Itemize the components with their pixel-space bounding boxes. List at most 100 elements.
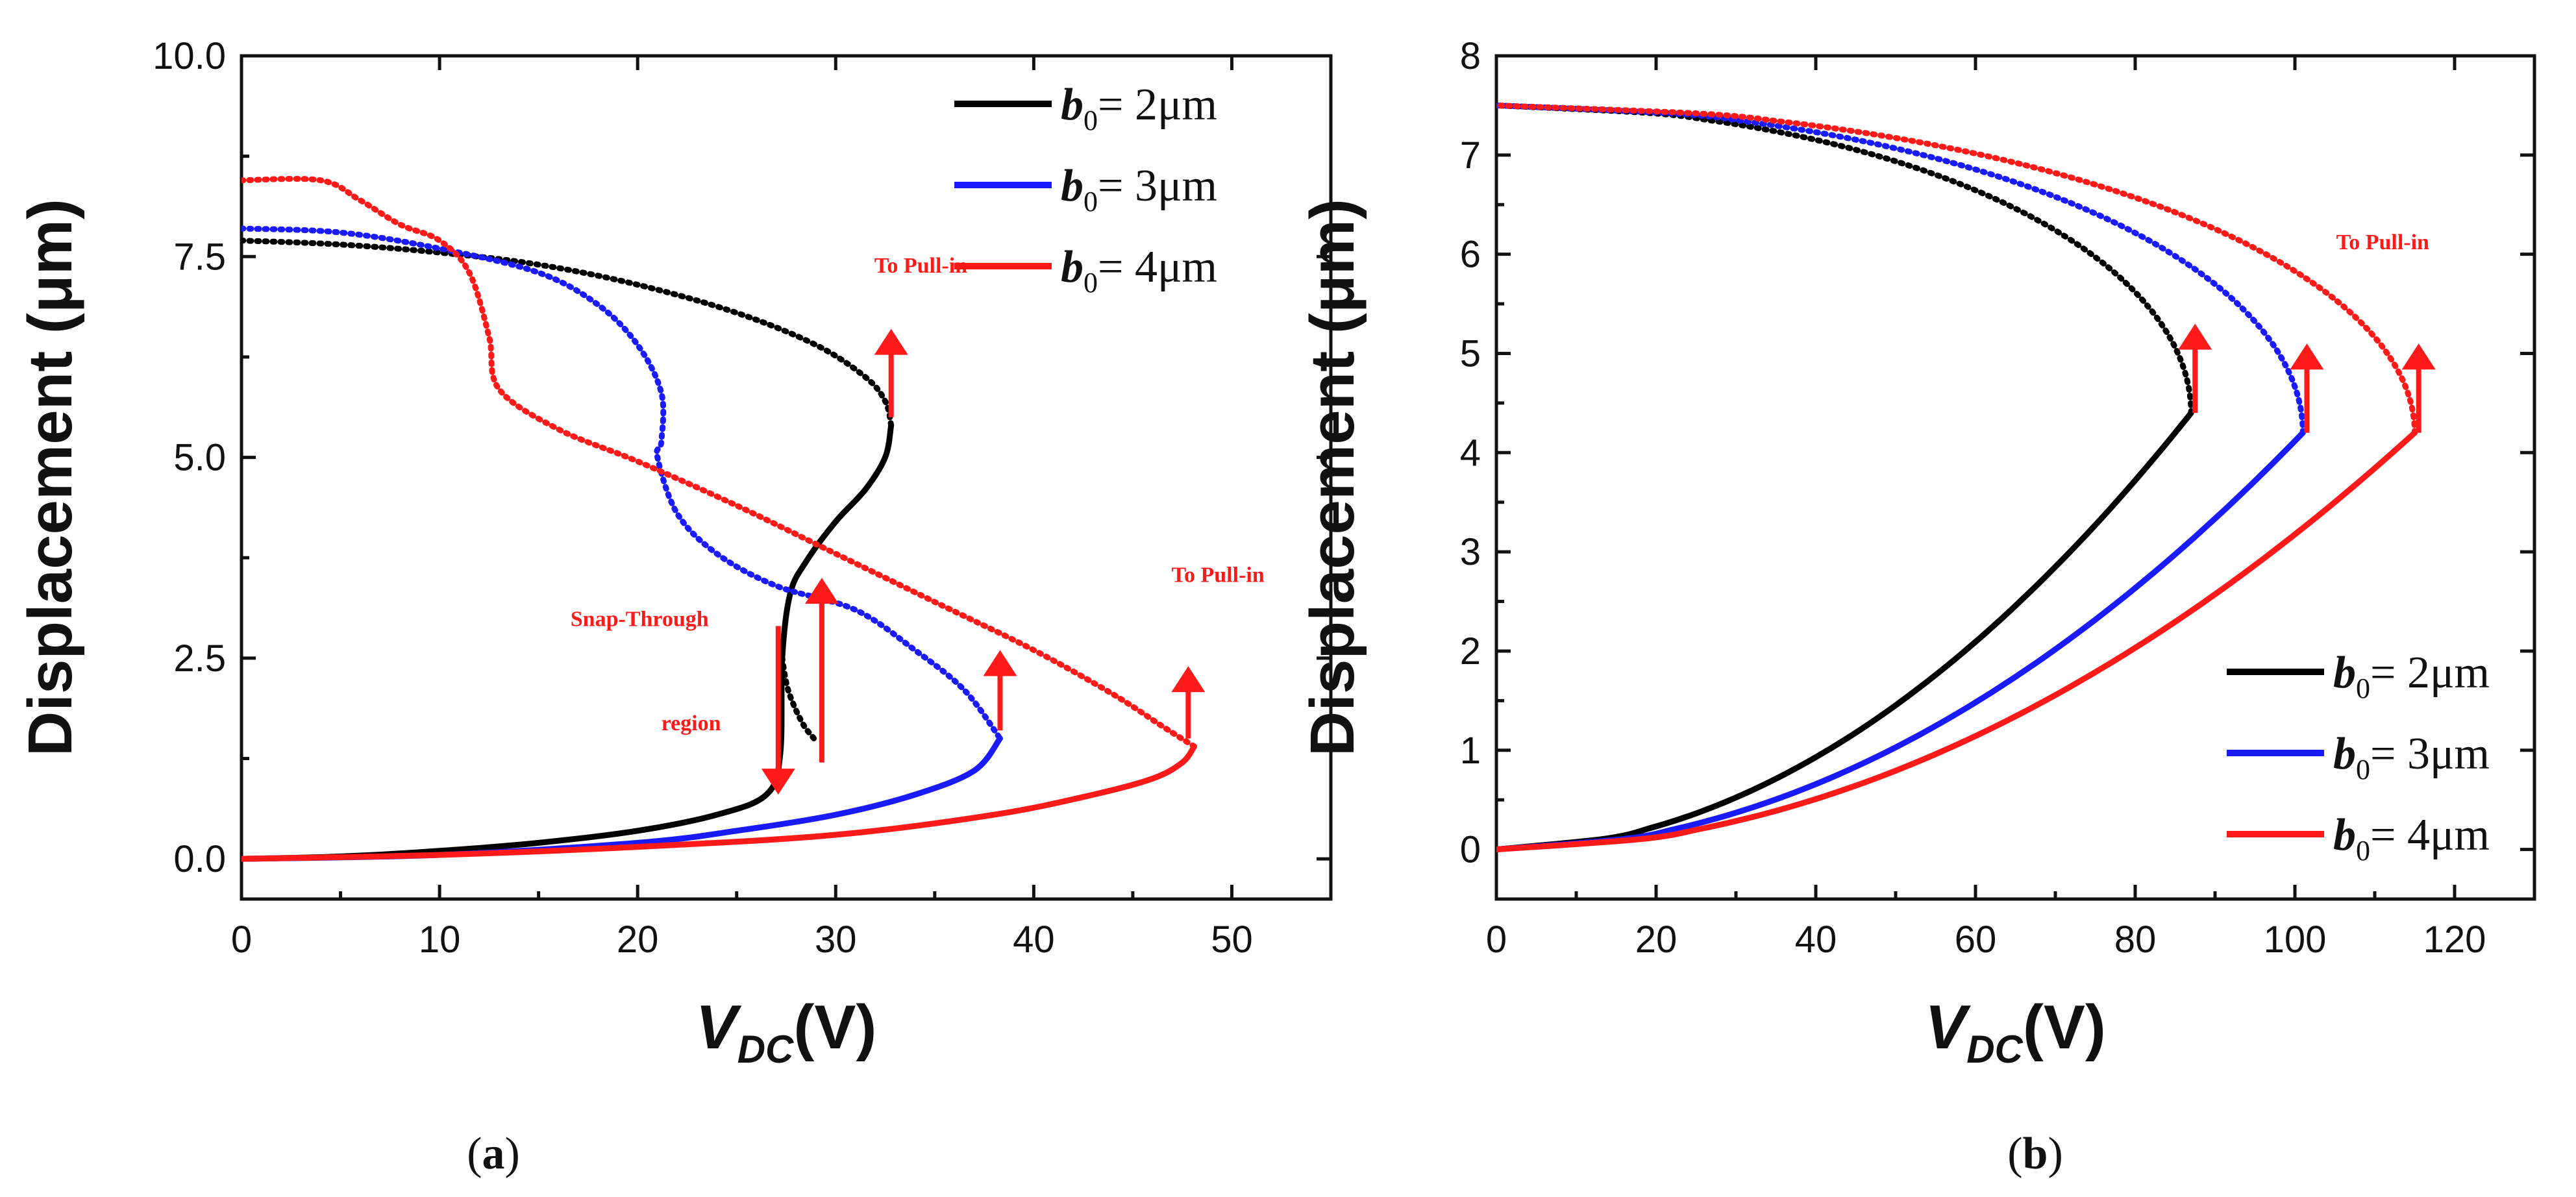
x-tick-label: 10 xyxy=(419,919,461,961)
x-tick-label: 50 xyxy=(1211,919,1253,961)
series-3-unstable-branch xyxy=(1496,102,2418,436)
panel-label-b: (b) xyxy=(2007,1129,2063,1179)
panel-label-letter: b xyxy=(2023,1129,2048,1179)
series-1-unstable-branch xyxy=(1496,102,2194,416)
chart-panel-b: 0 20 40 60 80 100 120 0 1 2 3 4 5 6 7 8 Displacement (μm… xyxy=(1298,35,2536,1071)
arrow-2-head xyxy=(761,769,795,795)
legend-label-1: b0= 2μm xyxy=(1061,80,1217,136)
x-axis-title-unit: (V) xyxy=(793,993,876,1062)
x-tick-label: 20 xyxy=(1635,919,1678,961)
annotation-2: To Pull-in xyxy=(1171,563,1264,587)
chart-panel-a: 0 10 20 30 40 50 0.0 2.5 5.0 7.5 10.0 Displacement … xyxy=(16,35,1333,1071)
y-tick-label: 0 xyxy=(1460,829,1481,871)
legend-text: = 2μm xyxy=(1098,80,1217,130)
arrow-3-head xyxy=(2401,343,2436,370)
legend-var: b xyxy=(1061,80,1084,130)
y-tick-label: 2.5 xyxy=(173,637,226,680)
annotation-1: To Pull-in xyxy=(874,254,967,278)
legend-var: b xyxy=(2333,729,2356,779)
annotation-1: To Pull-in xyxy=(2336,230,2429,254)
legend-label-1: b0= 2μm xyxy=(2333,648,2490,704)
x-tick-label: 80 xyxy=(2114,919,2157,961)
y-tick-label: 10.0 xyxy=(153,35,226,77)
panel-label-open: ( xyxy=(2007,1129,2022,1179)
legend-text: = 3μm xyxy=(2370,729,2490,779)
legend-sub: 0 xyxy=(1084,267,1098,299)
legend-text: = 3μm xyxy=(1098,161,1217,211)
x-tick-label: 0 xyxy=(1486,919,1507,961)
x-tick-label: 40 xyxy=(1013,919,1055,961)
y-axis-title: Displacement (μm) xyxy=(1298,199,1367,756)
series-2-stable-branch xyxy=(1496,430,2306,853)
y-tick-label: 3 xyxy=(1460,531,1481,573)
y-tick-label: 6 xyxy=(1460,234,1481,276)
x-tick-label: 120 xyxy=(2423,919,2486,961)
panel-label-a: (a) xyxy=(467,1129,520,1179)
series-2-unstable-branch xyxy=(1496,102,2306,436)
y-tick-label: 5 xyxy=(1460,332,1481,375)
legend-sub: 0 xyxy=(2356,754,2370,785)
x-tick-label: 30 xyxy=(815,919,857,961)
arrow-2-head xyxy=(2290,343,2324,370)
series-3-stable-branch xyxy=(242,743,1197,862)
legend-text: = 4μm xyxy=(2370,810,2490,860)
series-1-stable-branch xyxy=(1496,410,2194,853)
x-tick-label: 60 xyxy=(1955,919,1997,961)
arrow-4-head xyxy=(983,650,1017,676)
annotation-4: region xyxy=(662,711,721,735)
plot-frame xyxy=(1494,54,2536,901)
y-tick-label: 0.0 xyxy=(173,838,226,880)
legend-sub: 0 xyxy=(2356,673,2370,704)
y-tick-label: 1 xyxy=(1460,730,1481,772)
arrow-1-head xyxy=(2178,323,2212,350)
series-1-unstable-branch-lower xyxy=(779,655,817,742)
panel-label-close: ) xyxy=(505,1129,520,1179)
legend-label-2: b0= 3μm xyxy=(1061,161,1217,217)
series-1-stable-branch xyxy=(242,422,895,862)
x-axis-title-unit: (V) xyxy=(2023,993,2106,1062)
x-axis-title: VDC(V) xyxy=(1925,993,2106,1071)
series-2-unstable-branch xyxy=(242,225,1003,742)
x-axis-title-sub: DC xyxy=(1966,1028,2024,1071)
legend-label-3: b0= 4μm xyxy=(2333,810,2490,867)
series-2-stable-branch xyxy=(242,735,1003,862)
arrow-5-head xyxy=(1171,666,1206,693)
y-tick-label: 7 xyxy=(1460,134,1481,177)
legend-label-2: b0= 3μm xyxy=(2333,729,2490,785)
y-tick-label: 4 xyxy=(1460,432,1481,474)
panel-label-open: ( xyxy=(467,1129,482,1179)
legend-var: b xyxy=(2333,648,2356,698)
legend-sub: 0 xyxy=(1084,186,1098,217)
y-tick-label: 8 xyxy=(1460,35,1481,77)
y-tick-label: 5.0 xyxy=(173,437,226,479)
legend-label-3: b0= 4μm xyxy=(1061,242,1217,299)
y-tick-label: 2 xyxy=(1460,630,1481,673)
plot-series xyxy=(1496,102,2418,853)
panel-label-close: ) xyxy=(2048,1129,2062,1179)
legend-var: b xyxy=(1061,242,1084,292)
annotation-3: Snap-Through xyxy=(571,607,709,631)
legend-var: b xyxy=(1061,161,1084,211)
legend-var: b xyxy=(2333,810,2356,860)
x-axis-title-var: V xyxy=(696,993,742,1062)
arrow-1-head xyxy=(874,328,908,355)
arrow-3-head xyxy=(804,578,839,604)
x-axis-title: VDC(V) xyxy=(696,993,877,1071)
series-3-stable-branch xyxy=(1496,430,2418,853)
y-tick-label: 7.5 xyxy=(173,236,226,278)
plot-series xyxy=(242,175,1197,862)
legend-text: = 2μm xyxy=(2370,648,2490,698)
legend-sub: 0 xyxy=(1084,105,1098,136)
x-tick-label: 100 xyxy=(2264,919,2327,961)
x-tick-label: 20 xyxy=(617,919,659,961)
legend-text: = 4μm xyxy=(1098,242,1217,292)
plot-frame xyxy=(240,54,1333,901)
series-3-unstable-branch xyxy=(242,175,1197,750)
x-tick-label: 40 xyxy=(1795,919,1837,961)
y-axis-title: Displacement (μm) xyxy=(16,199,85,756)
legend-sub: 0 xyxy=(2356,835,2370,867)
